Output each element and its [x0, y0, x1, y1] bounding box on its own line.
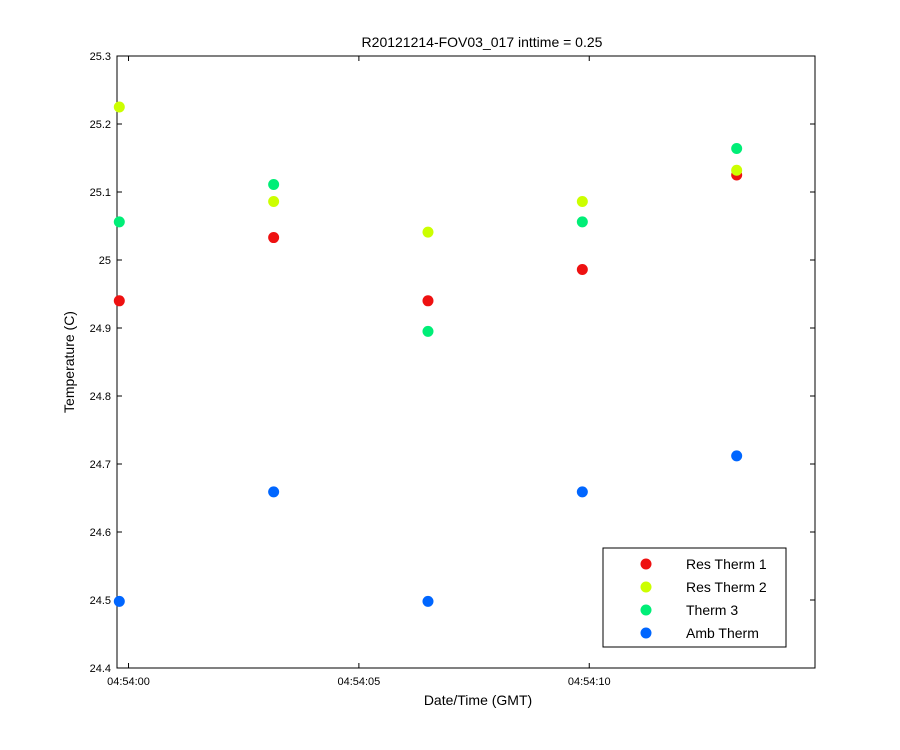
legend-marker [640, 581, 652, 593]
y-tick-label: 24.7 [90, 459, 111, 471]
legend-label: Res Therm 2 [686, 579, 767, 595]
point-amb-therm-0 [113, 595, 125, 607]
point-therm-3-4 [731, 142, 743, 154]
point-res-therm-1-2 [422, 295, 434, 307]
y-tick-label: 24.5 [90, 595, 111, 607]
y-tick-label: 25 [99, 255, 111, 267]
y-tick-label: 25.2 [90, 119, 111, 131]
point-res-therm-2-0 [113, 101, 125, 113]
point-amb-therm-2 [422, 595, 434, 607]
point-res-therm-2-2 [422, 226, 434, 238]
y-tick-label: 25.1 [90, 187, 111, 199]
axis-ticks: 24.4 24.5 24.6 24.7 24.8 24.9 25 25.1 25.2 25.3 04… [90, 51, 815, 688]
y-tick-label: 25.3 [90, 51, 111, 63]
point-amb-therm-1 [268, 486, 280, 498]
y-tick-label: 24.4 [90, 663, 111, 675]
point-res-therm-1-3 [576, 264, 588, 276]
x-tick-label: 04:54:10 [568, 676, 611, 688]
point-res-therm-2-4 [731, 164, 743, 176]
point-res-therm-2-3 [576, 196, 588, 208]
y-tick-label: 24.6 [90, 527, 111, 539]
legend-label: Therm 3 [686, 602, 738, 618]
data-points [113, 101, 743, 607]
legend-label: Amb Therm [686, 625, 759, 641]
point-therm-3-3 [576, 216, 588, 228]
point-res-therm-2-1 [268, 196, 280, 208]
legend: Res Therm 1 Res Therm 2 Therm 3 Amb Therm [602, 547, 787, 648]
point-therm-3-0 [113, 216, 125, 228]
legend-box [602, 547, 787, 648]
point-therm-3-1 [268, 179, 280, 191]
legend-marker [640, 604, 652, 616]
legend-marker [640, 627, 652, 639]
legend-label: Res Therm 1 [686, 556, 767, 572]
y-tick-label: 24.9 [90, 323, 111, 335]
y-axis-title: Temperature (C) [61, 311, 77, 413]
x-tick-label: 04:54:00 [107, 676, 150, 688]
point-amb-therm-3 [576, 486, 588, 498]
point-amb-therm-4 [731, 450, 743, 462]
point-therm-3-2 [422, 325, 434, 337]
point-res-therm-1-0 [113, 295, 125, 307]
x-tick-label: 04:54:05 [337, 676, 380, 688]
legend-marker [640, 558, 652, 570]
y-tick-label: 24.8 [90, 391, 111, 403]
chart-title: R20121214-FOV03_017 inttime = 0.25 [362, 34, 603, 50]
point-res-therm-1-1 [268, 232, 280, 244]
x-axis-title: Date/Time (GMT) [424, 692, 532, 708]
